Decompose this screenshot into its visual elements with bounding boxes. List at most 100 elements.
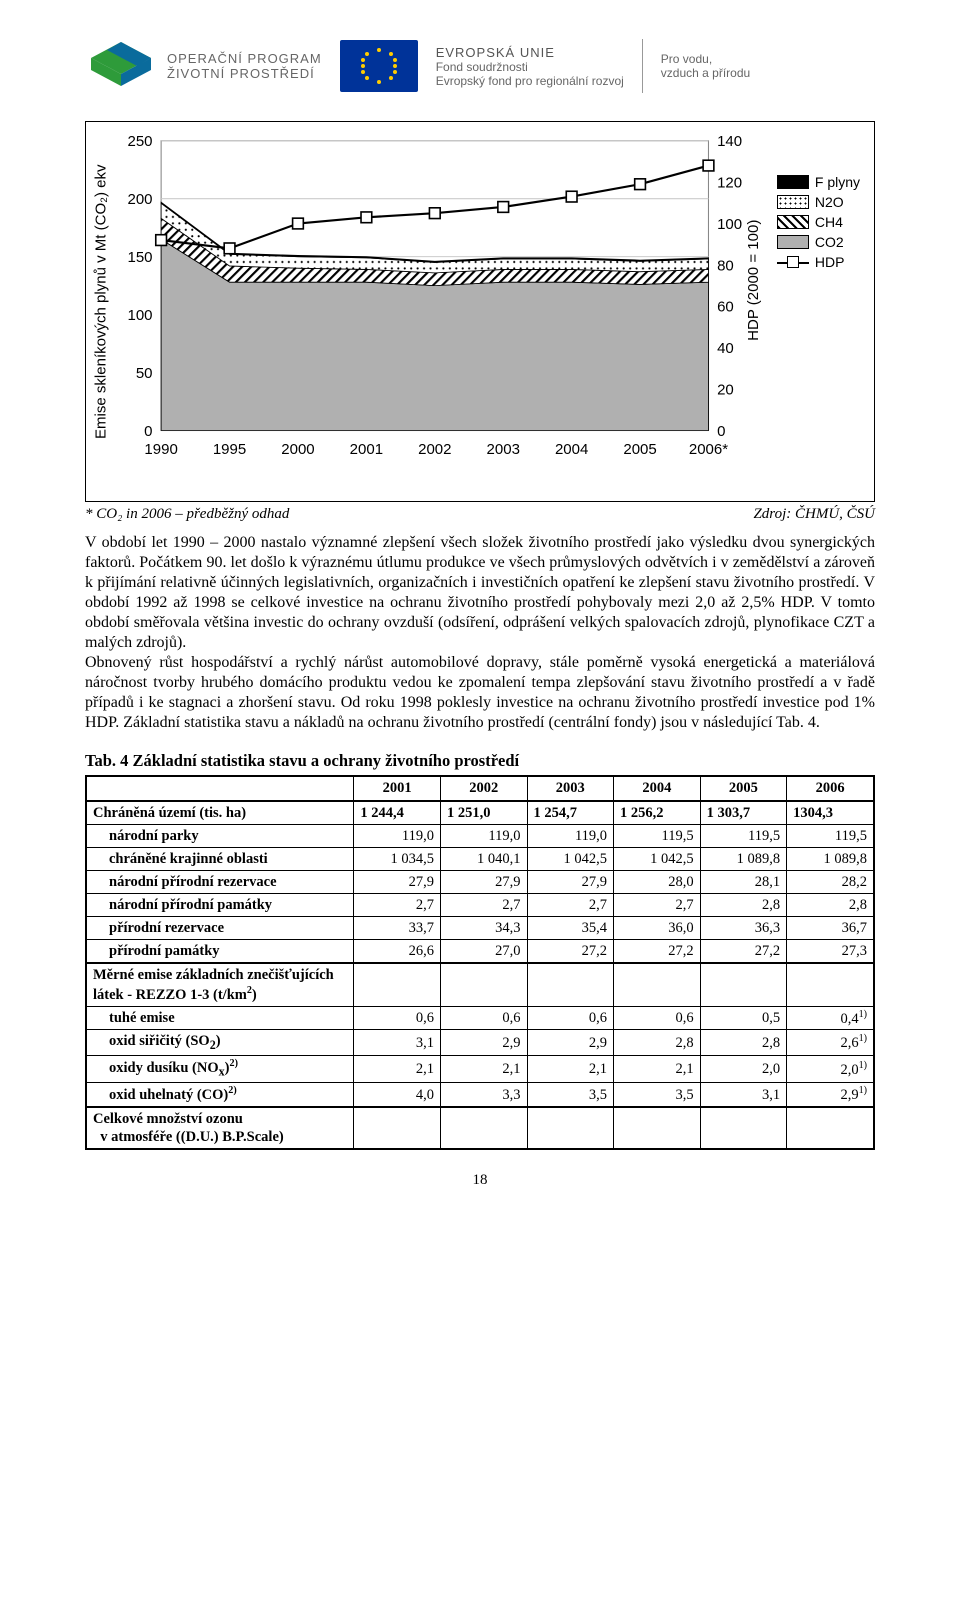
cell	[440, 963, 527, 1006]
cell: 2,1	[527, 1056, 614, 1083]
legend-co2: CO2	[777, 234, 860, 250]
cell: 119,5	[614, 824, 701, 847]
body-text: V období let 1990 – 2000 nastalo významn…	[85, 533, 875, 733]
eu-line1: EVROPSKÁ UNIE	[436, 45, 624, 60]
cell: 1 303,7	[700, 801, 787, 825]
op-line1: OPERAČNÍ PROGRAM	[167, 51, 322, 66]
cell: 2,9	[527, 1030, 614, 1056]
chart-caption: * CO₂ in 2006 – předběžný odhad Zdroj: Č…	[85, 506, 875, 523]
svg-text:200: 200	[127, 191, 152, 208]
cell: 0,5	[700, 1006, 787, 1030]
op-logo: OPERAČNÍ PROGRAM ŽIVOTNÍ PROSTŘEDÍ	[85, 38, 322, 94]
right-tagline: Pro vodu, vzduch a přírodu	[661, 52, 750, 80]
row-label: přírodní rezervace	[86, 917, 354, 940]
cell: 2,8	[700, 1030, 787, 1056]
table-row: národní parky119,0119,0119,0119,5119,511…	[86, 824, 874, 847]
cell: 2,1	[614, 1056, 701, 1083]
cell: 1 251,0	[440, 801, 527, 825]
cell: 28,0	[614, 870, 701, 893]
svg-text:80: 80	[717, 257, 734, 274]
table-row: přírodní památky26,627,027,227,227,227,3	[86, 940, 874, 964]
table-row: oxid siřičitý (SO2)3,12,92,92,82,82,61)	[86, 1030, 874, 1056]
row-label: národní parky	[86, 824, 354, 847]
svg-text:0: 0	[717, 423, 725, 440]
cell: 28,2	[787, 870, 874, 893]
cell: 1 089,8	[787, 847, 874, 870]
cell	[354, 1107, 441, 1149]
table-row: oxidy dusíku (NOx)2)2,12,12,12,12,02,01)	[86, 1056, 874, 1083]
cell: 27,2	[614, 940, 701, 964]
cell: 2,8	[614, 1030, 701, 1056]
cell: 119,5	[787, 824, 874, 847]
cell: 2,7	[527, 894, 614, 917]
caption-left: * CO₂ in 2006 – předběžný odhad	[85, 506, 289, 523]
svg-text:2001: 2001	[350, 441, 383, 458]
table-row: národní přírodní památky2,72,72,72,72,82…	[86, 894, 874, 917]
cell	[527, 963, 614, 1006]
cell: 0,41)	[787, 1006, 874, 1030]
divider	[642, 39, 643, 93]
cell: 34,3	[440, 917, 527, 940]
svg-text:HDP (2000 = 100): HDP (2000 = 100)	[745, 220, 762, 341]
cell	[700, 1107, 787, 1149]
svg-text:150: 150	[127, 249, 152, 266]
table-title: Tab. 4 Základní statistika stavu a ochra…	[85, 751, 875, 771]
cell: 27,9	[440, 870, 527, 893]
cell: 2,1	[440, 1056, 527, 1083]
svg-text:1990: 1990	[144, 441, 177, 458]
cell: 1 042,5	[614, 847, 701, 870]
cell: 3,3	[440, 1083, 527, 1107]
year-col: 2004	[614, 776, 701, 800]
table-row: oxid uhelnatý (CO)2)4,03,33,53,53,12,91)	[86, 1083, 874, 1107]
legend-fplyny: F plyny	[777, 174, 860, 190]
row-label: přírodní památky	[86, 940, 354, 964]
svg-text:40: 40	[717, 340, 734, 357]
svg-text:2004: 2004	[555, 441, 588, 458]
op-logo-mark	[85, 38, 157, 94]
legend-n2o: N2O	[777, 194, 860, 210]
year-col: 2005	[700, 776, 787, 800]
row-label: oxid uhelnatý (CO)2)	[86, 1083, 354, 1107]
row-label: Měrné emise základních znečišťujících lá…	[86, 963, 354, 1006]
svg-text:120: 120	[717, 174, 742, 191]
cell: 27,2	[527, 940, 614, 964]
cell: 1 034,5	[354, 847, 441, 870]
year-col: 2003	[527, 776, 614, 800]
cell: 35,4	[527, 917, 614, 940]
svg-text:2002: 2002	[418, 441, 451, 458]
cell: 2,7	[440, 894, 527, 917]
svg-text:2000: 2000	[281, 441, 314, 458]
table-row: chráněné krajinné oblasti1 034,51 040,11…	[86, 847, 874, 870]
cell: 3,1	[700, 1083, 787, 1107]
cell: 33,7	[354, 917, 441, 940]
legend-label: CH4	[815, 214, 843, 230]
legend-hdp: HDP	[777, 254, 860, 270]
table-header-row: 2001 2002 2003 2004 2005 2006	[86, 776, 874, 800]
cell: 0,6	[354, 1006, 441, 1030]
eu-flag	[340, 40, 418, 92]
cell: 0,6	[614, 1006, 701, 1030]
cell: 119,0	[354, 824, 441, 847]
legend-label: F plyny	[815, 174, 860, 190]
cell: 2,8	[787, 894, 874, 917]
cell	[527, 1107, 614, 1149]
cell: 36,7	[787, 917, 874, 940]
eu-line2: Fond soudržnosti	[436, 60, 624, 74]
svg-text:2005: 2005	[623, 441, 656, 458]
svg-text:0: 0	[144, 423, 152, 440]
svg-text:1995: 1995	[213, 441, 246, 458]
stats-table: 2001 2002 2003 2004 2005 2006 Chráněná ú…	[85, 775, 875, 1150]
cell: 2,9	[440, 1030, 527, 1056]
row-label: národní přírodní rezervace	[86, 870, 354, 893]
cell: 27,9	[527, 870, 614, 893]
cell: 2,0	[700, 1056, 787, 1083]
chart-svg: 0501001502002500204060801001201401990199…	[86, 130, 773, 473]
row-label: oxid siřičitý (SO2)	[86, 1030, 354, 1056]
svg-text:2006*: 2006*	[689, 441, 728, 458]
header-logos: OPERAČNÍ PROGRAM ŽIVOTNÍ PROSTŘEDÍ EVROP…	[85, 30, 875, 109]
cell: 4,0	[354, 1083, 441, 1107]
right-line1: Pro vodu,	[661, 52, 750, 66]
legend-ch4: CH4	[777, 214, 860, 230]
cell	[700, 963, 787, 1006]
year-col: 2006	[787, 776, 874, 800]
